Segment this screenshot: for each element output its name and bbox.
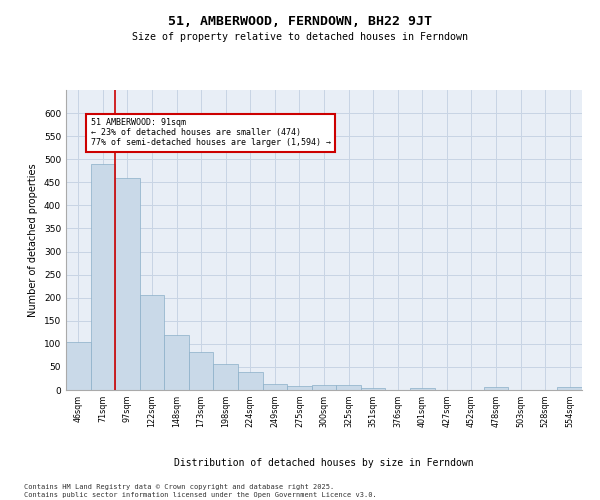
Bar [484,387,508,390]
Text: 51 AMBERWOOD: 91sqm
← 23% of detached houses are smaller (474)
77% of semi-detac: 51 AMBERWOOD: 91sqm ← 23% of detached ho… [91,118,331,148]
Bar [189,352,214,390]
Bar [557,387,582,390]
Bar [336,386,361,390]
Text: Size of property relative to detached houses in Ferndown: Size of property relative to detached ho… [132,32,468,42]
Bar [287,386,312,390]
Bar [214,364,238,390]
Y-axis label: Number of detached properties: Number of detached properties [28,163,38,317]
Bar [164,334,189,390]
Bar [263,384,287,390]
Bar [115,178,140,390]
Text: Distribution of detached houses by size in Ferndown: Distribution of detached houses by size … [174,458,474,468]
Text: 51, AMBERWOOD, FERNDOWN, BH22 9JT: 51, AMBERWOOD, FERNDOWN, BH22 9JT [168,15,432,28]
Bar [91,164,115,390]
Bar [66,342,91,390]
Text: Contains HM Land Registry data © Crown copyright and database right 2025.
Contai: Contains HM Land Registry data © Crown c… [24,484,377,498]
Bar [361,388,385,390]
Bar [140,296,164,390]
Bar [238,372,263,390]
Bar [312,386,336,390]
Bar [410,388,434,390]
